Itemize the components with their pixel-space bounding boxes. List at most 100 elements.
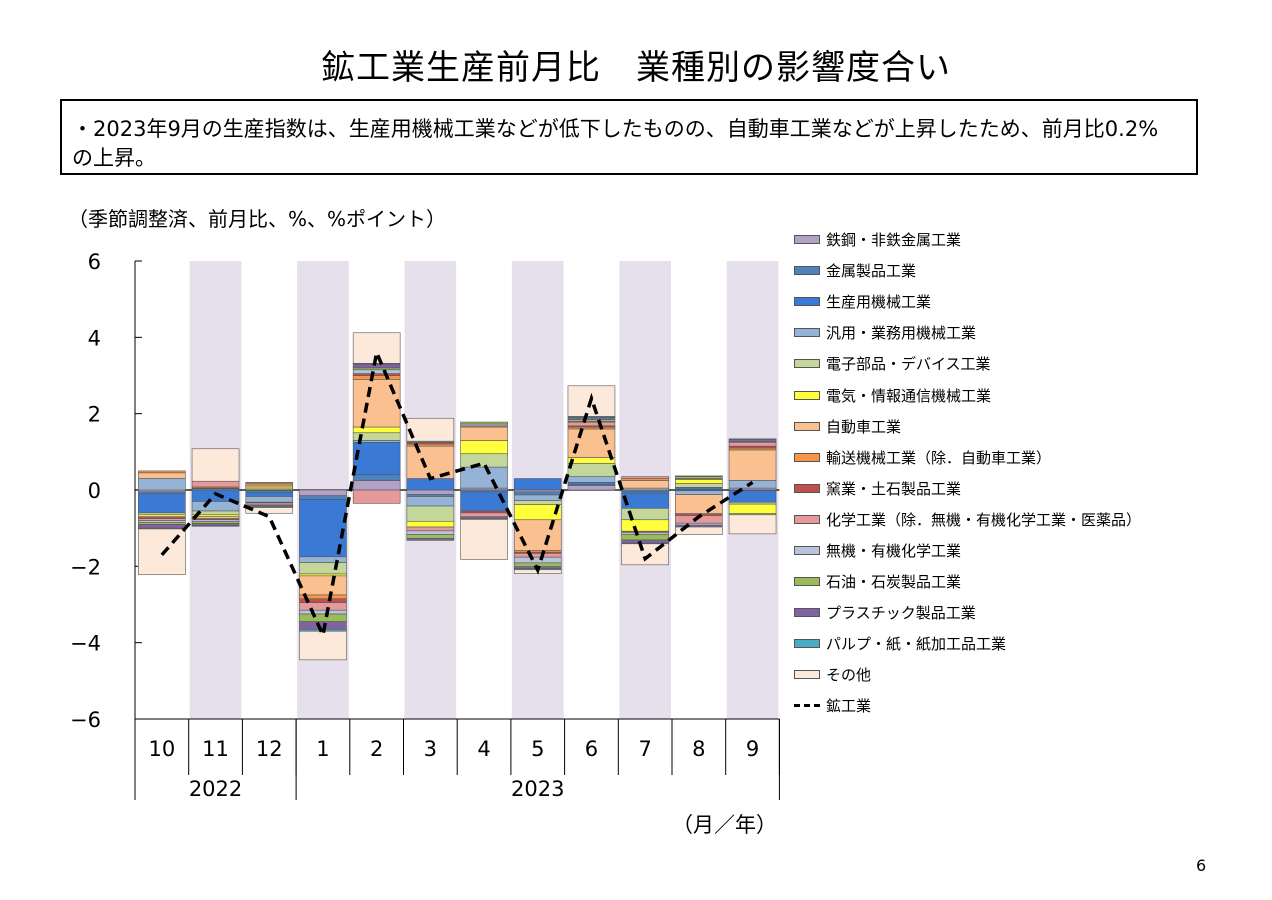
legend-swatch	[794, 266, 820, 276]
bar-segment	[460, 440, 508, 455]
bar-segment	[621, 533, 669, 541]
legend-item: 輸送機械工業（除．自動車工業）	[794, 442, 1264, 473]
legend-swatch	[794, 359, 820, 369]
bar-segment	[138, 472, 186, 479]
legend-label: 化学工業（除．無機・有機化学工業・医薬品）	[826, 510, 1142, 529]
bar-segment	[352, 379, 401, 428]
bar-segment	[728, 449, 777, 481]
legend-swatch	[794, 452, 820, 462]
bar-segment	[352, 441, 401, 476]
legend-swatch	[794, 670, 820, 680]
bar-segment	[299, 556, 347, 563]
page-title: 鉱工業生産前月比 業種別の影響度合い	[321, 48, 951, 88]
y-tick-label: 2	[88, 403, 101, 427]
legend-item: 無機・有機化学工業	[794, 535, 1264, 566]
legend-label: その他	[826, 666, 872, 685]
bar-segment	[406, 417, 455, 442]
bar-segment	[138, 493, 186, 514]
legend-item: 電子部品・デバイス工業	[794, 348, 1264, 379]
bar-segment	[406, 526, 455, 532]
total-line	[160, 346, 754, 641]
bar-segment	[621, 476, 669, 479]
bar-segment	[245, 492, 294, 497]
y-tick-label: −4	[70, 632, 101, 656]
chart-legend: 鉄鋼・非鉄金属工業金属製品工業 生産用機械工業汎用・業務用機械工業 電子部品・デバイ…	[794, 224, 1264, 722]
legend-item: 鉄鋼・非鉄金属工業	[794, 224, 1264, 255]
bar-segment	[138, 524, 186, 529]
legend-item: 汎用・業務用機械工業	[794, 317, 1264, 348]
legend-item: 自動車工業	[794, 411, 1264, 442]
bar-segment	[675, 526, 723, 535]
bar-segment	[299, 495, 347, 500]
x-tick-label: 9	[746, 737, 759, 761]
bar-segment	[406, 505, 455, 522]
bar-segment	[513, 553, 562, 558]
legend-label: 電子部品・デバイス工業	[826, 355, 991, 374]
bar-segment	[513, 478, 562, 491]
x-tick-label: 6	[585, 737, 598, 761]
bar-segment	[138, 478, 186, 491]
bar-segment	[352, 474, 401, 481]
legend-item: プラスチック製品工業	[794, 597, 1264, 628]
bar-segment	[675, 475, 723, 477]
legend-label: 汎用・業務用機械工業	[826, 324, 977, 343]
legend-item: パルプ・紙・紙加工品工業	[794, 628, 1264, 659]
year-label: 2022	[189, 777, 242, 801]
legend-swatch	[794, 577, 820, 587]
bar-segment	[245, 507, 294, 514]
x-tick-label: 8	[692, 737, 705, 761]
bar-segment	[406, 534, 455, 539]
legend-swatch	[794, 390, 820, 400]
legend-item: 生産用機械工業	[794, 286, 1264, 317]
bar-segment	[567, 462, 616, 477]
bar-segment	[352, 363, 401, 369]
legend-item: 電気・情報通信機械工業	[794, 379, 1264, 410]
bar-segment	[567, 476, 616, 483]
bar-segment	[675, 483, 723, 488]
bar-segment	[567, 421, 616, 427]
legend-item: 金属製品工業	[794, 255, 1264, 286]
bar-segment	[299, 602, 347, 611]
bar-segment	[460, 512, 508, 518]
legend-swatch	[794, 514, 820, 524]
bar-segment	[675, 479, 723, 484]
bar-segment	[621, 492, 669, 509]
bar-segment	[675, 490, 723, 495]
legend-item: 窯業・土石製品工業	[794, 473, 1264, 504]
legend-label: 鉱工業	[826, 697, 872, 716]
y-tick-label: 6	[88, 250, 101, 274]
page-number: 6	[1196, 856, 1207, 875]
bar-segment	[675, 494, 723, 514]
bar-segment	[460, 426, 508, 441]
x-tick-label: 3	[424, 737, 437, 761]
legend-label: 鉄鋼・非鉄金属工業	[826, 231, 962, 250]
bar-segment	[621, 519, 669, 532]
legend-label: パルプ・紙・紙加工品工業	[826, 635, 1007, 654]
legend-swatch	[794, 545, 820, 555]
bar-segment	[621, 480, 669, 489]
x-tick-label: 1	[316, 737, 329, 761]
bar-segment	[299, 609, 347, 615]
bar-segment	[191, 448, 240, 482]
legend-swatch	[794, 483, 820, 493]
legend-item: その他	[794, 659, 1264, 690]
legend-swatch	[794, 328, 820, 338]
bar-segment	[299, 489, 347, 497]
legend-label: 電気・情報通信機械工業	[826, 386, 992, 405]
bar-segment	[299, 562, 347, 575]
bar-segment	[728, 438, 777, 440]
legend-swatch	[794, 421, 820, 431]
bar-segment	[621, 539, 669, 544]
bar-segment	[299, 575, 347, 596]
bar-segment	[191, 480, 240, 488]
x-tick-label: 7	[638, 737, 651, 761]
bar-segment	[138, 470, 186, 474]
bar-segment	[513, 494, 562, 501]
legend-swatch	[794, 235, 820, 245]
bar-segment	[352, 480, 401, 491]
legend-dash-line	[794, 704, 820, 708]
bar-segment	[191, 501, 240, 512]
legend-label: 輸送機械工業（除．自動車工業）	[826, 448, 1052, 467]
x-tick-label: 10	[148, 737, 175, 761]
